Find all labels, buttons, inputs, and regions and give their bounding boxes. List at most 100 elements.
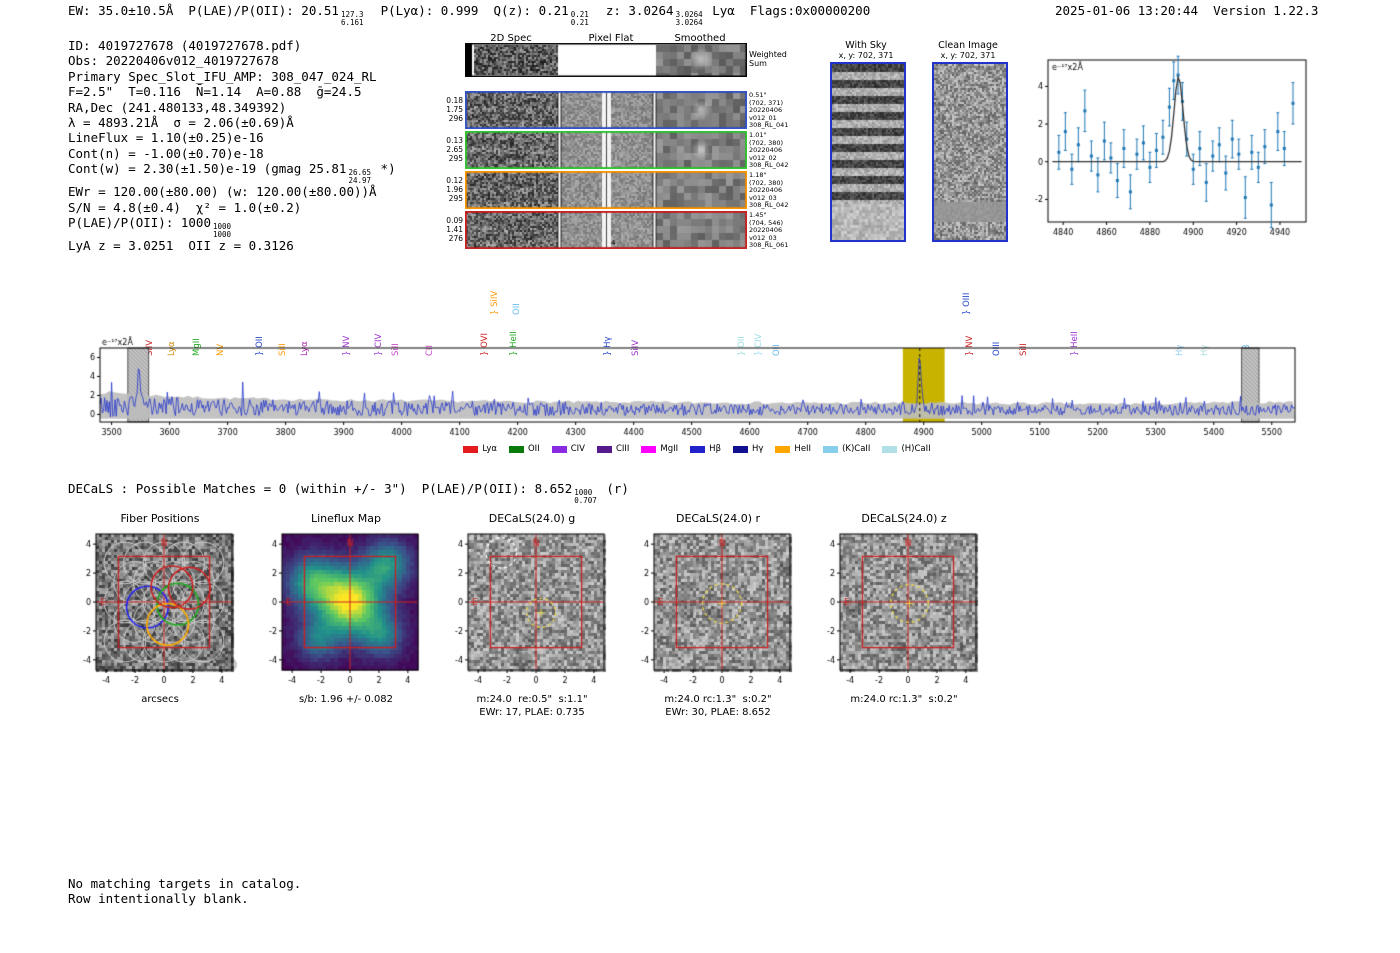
decals-matches-header: DECaLS : Possible Matches = 0 (within +/… <box>68 481 629 504</box>
legend-swatch <box>551 445 567 453</box>
weighted-sum-line1: Weighted <box>749 50 787 59</box>
legend-label: (H)CaII <box>901 444 931 454</box>
report-meta: 2025-01-06 13:20:44 Version 1.22.3 <box>1055 3 1318 18</box>
info-line: Primary Spec_Slot_IFU_AMP: 308_047_024_R… <box>68 69 396 84</box>
cutout-caption: arcsecs <box>141 694 179 705</box>
spec2d-row-right-label: 1.01" (702, 380) 20220406 v012_02 308_RL_042 <box>749 131 797 170</box>
legend-swatch <box>596 445 612 453</box>
with-sky-title: With Sky <box>845 40 887 51</box>
fraction: 1000 0.707 <box>574 489 597 504</box>
cutout-caption: EWr: 17, PLAE: 0.735 <box>479 707 585 718</box>
text-segment: RA,Dec (241.480133,48.349392) <box>68 99 287 115</box>
emission-line-label: } SiIV <box>490 291 510 315</box>
clean-image <box>932 62 1008 242</box>
row-left-line: 0.13 <box>446 136 463 145</box>
legend-swatch <box>641 445 657 453</box>
row-left-line: 295 <box>448 154 463 163</box>
legend-label: CIII <box>615 444 630 454</box>
emission-line-label-text: OII <box>511 303 522 315</box>
summary-header: EW: 35.0±10.5Å P(LAE)/P(OII): 20.51 127.3… <box>68 3 870 26</box>
row-right-line: (702, 380) <box>749 178 784 187</box>
fraction-sub: 24.97 <box>348 175 372 185</box>
row-right-line: v012_02 <box>749 153 777 162</box>
row-right-line: (704, 546) <box>749 218 784 227</box>
legend-swatch <box>775 445 791 453</box>
row-right-line: (702, 371) <box>749 98 784 107</box>
footer-line-1: No matching targets in catalog. <box>68 876 302 891</box>
row-left-line: 0.09 <box>446 216 463 225</box>
text-segment: λ = 4893.21Å σ = 2.06(±0.69)Å <box>68 115 294 131</box>
row-right-line: 1.18" <box>749 171 767 179</box>
legend-swatch <box>508 445 524 453</box>
fraction: 1000 1000 <box>213 223 231 238</box>
legend-label: Lyα <box>482 444 497 454</box>
legend-swatch <box>882 445 898 453</box>
clean-image-coords: x, y: 702, 371 <box>940 51 996 60</box>
info-line: λ = 4893.21Å σ = 2.06(±0.69)Å <box>68 115 396 130</box>
row-right-line: 1.01" <box>749 131 767 139</box>
row-left-line: 295 <box>448 194 463 203</box>
fraction: 127.3 6.161 <box>341 11 364 26</box>
text-segment: P(LAE)/P(OII): 1000 <box>68 215 211 231</box>
col-header-2dspec: 2D Spec <box>490 33 532 44</box>
legend-label: HeII <box>794 444 812 454</box>
timestamp: 2025-01-06 13:20:44 <box>1055 3 1198 18</box>
cutout-title: DECaLS(24.0) r <box>675 512 761 525</box>
spec2d-row-left-label: 0.12 1.96 295 <box>438 176 463 203</box>
row-right-line: (702, 380) <box>749 138 784 147</box>
info-line: LyA z = 3.0251 OII z = 0.3126 <box>68 238 396 253</box>
fraction: 26.65 24.97 <box>348 169 371 184</box>
fraction: 0.21 0.21 <box>571 11 589 26</box>
fraction-sup: 1000 <box>574 488 593 497</box>
spec2d-row-left-label: 0.13 2.65 295 <box>438 136 463 163</box>
legend-item: OII <box>508 444 540 454</box>
info-line: Cont(n) = -1.00(±0.70)e-18 <box>68 146 396 161</box>
row-right-line: 20220406 <box>749 146 783 155</box>
legend-item: Lyα <box>463 444 497 454</box>
emission-line-label: OII <box>512 297 532 315</box>
fraction-sub: 1000 <box>213 229 232 239</box>
cutout-image-image <box>432 528 632 688</box>
text-segment: EW: 35.0±10.5Å P(LAE)/P(OII): 20.51 <box>68 3 339 18</box>
info-line: RA,Dec (241.480133,48.349392) <box>68 100 396 115</box>
weighted-sum-strip-image <box>465 43 747 77</box>
cutout-title: DECaLS(24.0) z <box>861 512 947 525</box>
cutout-caption: s/b: 1.96 +/- 0.082 <box>298 694 394 705</box>
legend-swatch <box>690 445 706 453</box>
row-right-line: 20220406 <box>749 186 783 195</box>
spec2d-row-left-label: 0.18 1.75 296 <box>438 96 463 123</box>
row-right-line: 20220406 <box>749 226 783 235</box>
with-sky-image <box>830 62 906 242</box>
emission-line-label-text: } OIII <box>961 292 972 315</box>
full-spectrum-plot <box>82 336 1312 450</box>
fraction-sub: 3.0264 <box>675 17 703 27</box>
fraction-sup: 0.21 <box>570 10 589 19</box>
spec2d-row-image <box>465 91 747 129</box>
info-line: EWr = 120.00(±80.00) (w: 120.00(±80.00))… <box>68 184 396 199</box>
legend-label: CIV <box>570 444 585 454</box>
legend-label: MgII <box>660 444 679 454</box>
weighted-sum-line2: Sum <box>749 59 767 68</box>
row-right-line: 308_RL_042 <box>749 161 789 170</box>
spec2d-row-image <box>465 211 747 249</box>
cutout-image-image <box>618 528 818 688</box>
cutout-caption: m:24.0 rc:1.3" s:0.2" <box>850 694 958 705</box>
legend-label: OII <box>527 444 540 454</box>
text-segment: Obs: 20220406v012_4019727678 <box>68 53 279 69</box>
row-left-line: 0.12 <box>446 176 463 185</box>
row-left-line: 2.65 <box>446 145 463 154</box>
legend-item: Hβ <box>690 444 721 454</box>
legend-swatch <box>823 445 839 453</box>
text-segment: LineFlux = 1.10(±0.25)e-16 <box>68 130 264 146</box>
cutout-title: Fiber Positions <box>120 512 200 525</box>
emission-line-label-text: } SiIV <box>489 290 500 315</box>
text-segment: z: 3.0264 <box>590 3 674 18</box>
legend-label: (K)CaII <box>842 444 871 454</box>
row-left-line: 1.75 <box>446 105 463 114</box>
legend-item: (H)CaII <box>882 444 931 454</box>
info-line: Cont(w) = 2.30(±1.50)e-19 (gmag 25.81 26.… <box>68 161 396 184</box>
row-right-line: 308_RL_041 <box>749 121 789 130</box>
spec2d-row-right-label: 1.45" (704, 546) 20220406 v012_03 308_RL_061 <box>749 211 797 250</box>
row-right-line: v012_03 <box>749 193 777 202</box>
